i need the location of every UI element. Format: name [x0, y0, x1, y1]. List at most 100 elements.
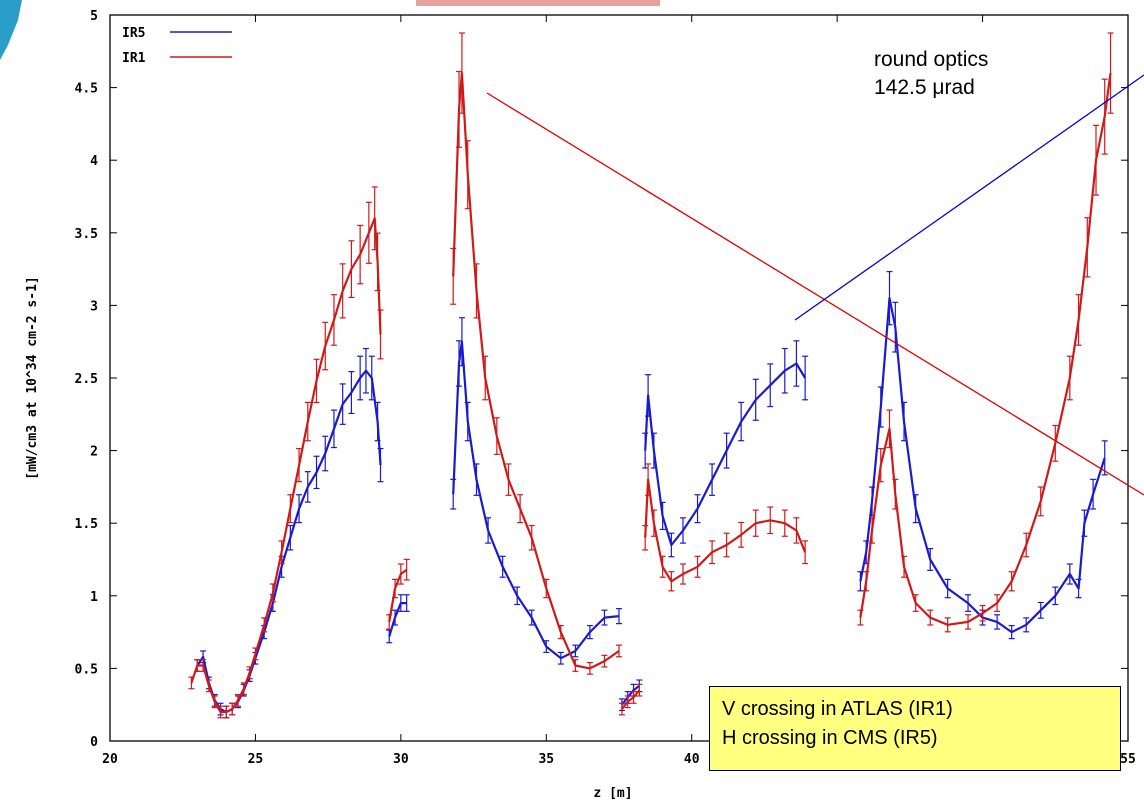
data-point-ir1 [278, 540, 285, 565]
data-point-ir1 [365, 201, 372, 264]
data-point-ir1 [738, 521, 745, 548]
data-point-ir5 [901, 401, 908, 442]
data-point-ir1 [386, 614, 393, 630]
slide-decoration [0, 0, 22, 60]
x-tick-label: 25 [248, 752, 264, 767]
data-point-ir1 [252, 647, 259, 661]
data-point-ir5 [377, 447, 384, 483]
pointer-line-blue [794, 74, 1144, 321]
data-point-ir1 [322, 321, 329, 371]
data-point-ir5 [485, 517, 492, 544]
data-point-ir1 [269, 583, 276, 603]
x-tick-label: 30 [393, 752, 409, 767]
y-tick-label: 4.5 [75, 82, 98, 97]
data-point-ir1 [965, 614, 972, 630]
data-point-ir1 [458, 32, 465, 114]
data-point-ir1 [886, 409, 893, 449]
data-point-ir1 [645, 463, 652, 496]
y-tick-label: 1.5 [75, 517, 98, 532]
data-point-ir5 [927, 548, 934, 571]
data-point-ir5 [330, 409, 337, 449]
y-axis: 0 0.5 1 1.5 2 2.5 3 3.5 4 4.5 5 [75, 9, 1128, 750]
data-point-ir1 [892, 478, 899, 510]
data-point-ir5 [877, 386, 884, 428]
data-point-ir5 [450, 478, 457, 510]
data-point-ir1 [944, 617, 951, 633]
data-point-ir1 [313, 358, 320, 404]
data-point-ir5 [464, 401, 471, 442]
series-line-ir5 [452, 340, 620, 660]
data-point-ir1 [403, 558, 410, 581]
data-point-ir1 [517, 494, 524, 524]
data-point-ir5 [528, 609, 535, 626]
x-tick-label: 55 [1120, 752, 1136, 767]
data-point-ir5 [709, 463, 716, 496]
data-point-ir1 [659, 555, 666, 578]
data-point-ir1 [200, 659, 207, 672]
data-point-ir1 [642, 524, 649, 551]
data-point-ir5 [752, 378, 759, 421]
data-point-ir5 [694, 494, 701, 524]
data-point-ir1 [679, 563, 686, 585]
data-point-ir1 [339, 263, 346, 319]
data-point-ir1 [863, 571, 870, 592]
data-point-ir1 [618, 702, 625, 716]
data-point-ir1 [927, 609, 934, 626]
data-point-ir5 [616, 608, 622, 625]
data-point-ir5 [642, 432, 649, 469]
data-point-ir5 [1081, 509, 1088, 537]
data-point-ir1 [901, 555, 908, 578]
x-tick-label: 40 [684, 752, 700, 767]
x-tick-label: 35 [538, 752, 554, 767]
data-point-ir1 [543, 578, 550, 599]
data-point-ir5 [886, 270, 893, 326]
data-point-ir5 [374, 401, 381, 442]
data-point-ir1 [624, 695, 631, 709]
data-point-ir5 [994, 614, 1001, 630]
data-point-ir5 [557, 651, 564, 665]
data-point-ir1 [482, 355, 489, 401]
y-tick-label: 0.5 [75, 662, 98, 677]
series-line-ir5 [644, 362, 807, 547]
data-point-ir5 [339, 383, 346, 425]
data-point-ir5 [944, 578, 951, 599]
data-point-ir5 [456, 340, 463, 387]
data-point-ir1 [793, 517, 800, 544]
y-tick-label: 3.5 [75, 227, 98, 242]
data-point-ir1 [330, 294, 337, 346]
y-tick-label: 4 [90, 154, 98, 169]
data-point-ir1 [287, 494, 294, 524]
crossing-info-line2: H crossing in CMS (IR5) [722, 727, 938, 749]
data-point-ir1 [723, 532, 730, 558]
data-point-ir5 [912, 494, 919, 524]
y-tick-label: 1 [90, 590, 98, 605]
series-line-ir1 [388, 568, 408, 623]
data-point-ir1 [505, 463, 512, 496]
data-point-ir1 [397, 563, 404, 585]
crossing-info-box: V crossing in ATLAS (IR1) H crossing in … [709, 686, 1121, 771]
data-point-ir5 [802, 355, 809, 401]
series-line-ir5 [859, 297, 1106, 634]
data-point-ir1 [348, 240, 355, 299]
data-point-ir5 [857, 571, 864, 592]
data-point-ir5 [738, 401, 745, 442]
data-point-ir1 [586, 661, 593, 675]
series-line-ir5 [621, 684, 641, 706]
y-axis-label: [mW/cm3 at 10^34 cm-2 s-1] [25, 276, 40, 480]
data-point-ir1 [240, 682, 247, 696]
data-point-ir1 [1023, 532, 1030, 558]
data-point-ir1 [450, 247, 457, 305]
data-point-ir5 [543, 640, 550, 654]
data-point-ir5 [348, 371, 355, 415]
data-point-ir1 [188, 676, 195, 690]
y-tick-label: 2.5 [75, 372, 98, 387]
y-tick-label: 3 [90, 299, 98, 314]
data-point-ir1 [781, 509, 788, 537]
data-point-ir5 [1075, 578, 1082, 599]
data-point-ir1 [261, 617, 268, 633]
data-point-ir5 [296, 494, 303, 524]
data-point-ir1 [1093, 124, 1100, 196]
data-point-ir5 [473, 463, 480, 496]
data-point-ir1 [709, 540, 716, 565]
